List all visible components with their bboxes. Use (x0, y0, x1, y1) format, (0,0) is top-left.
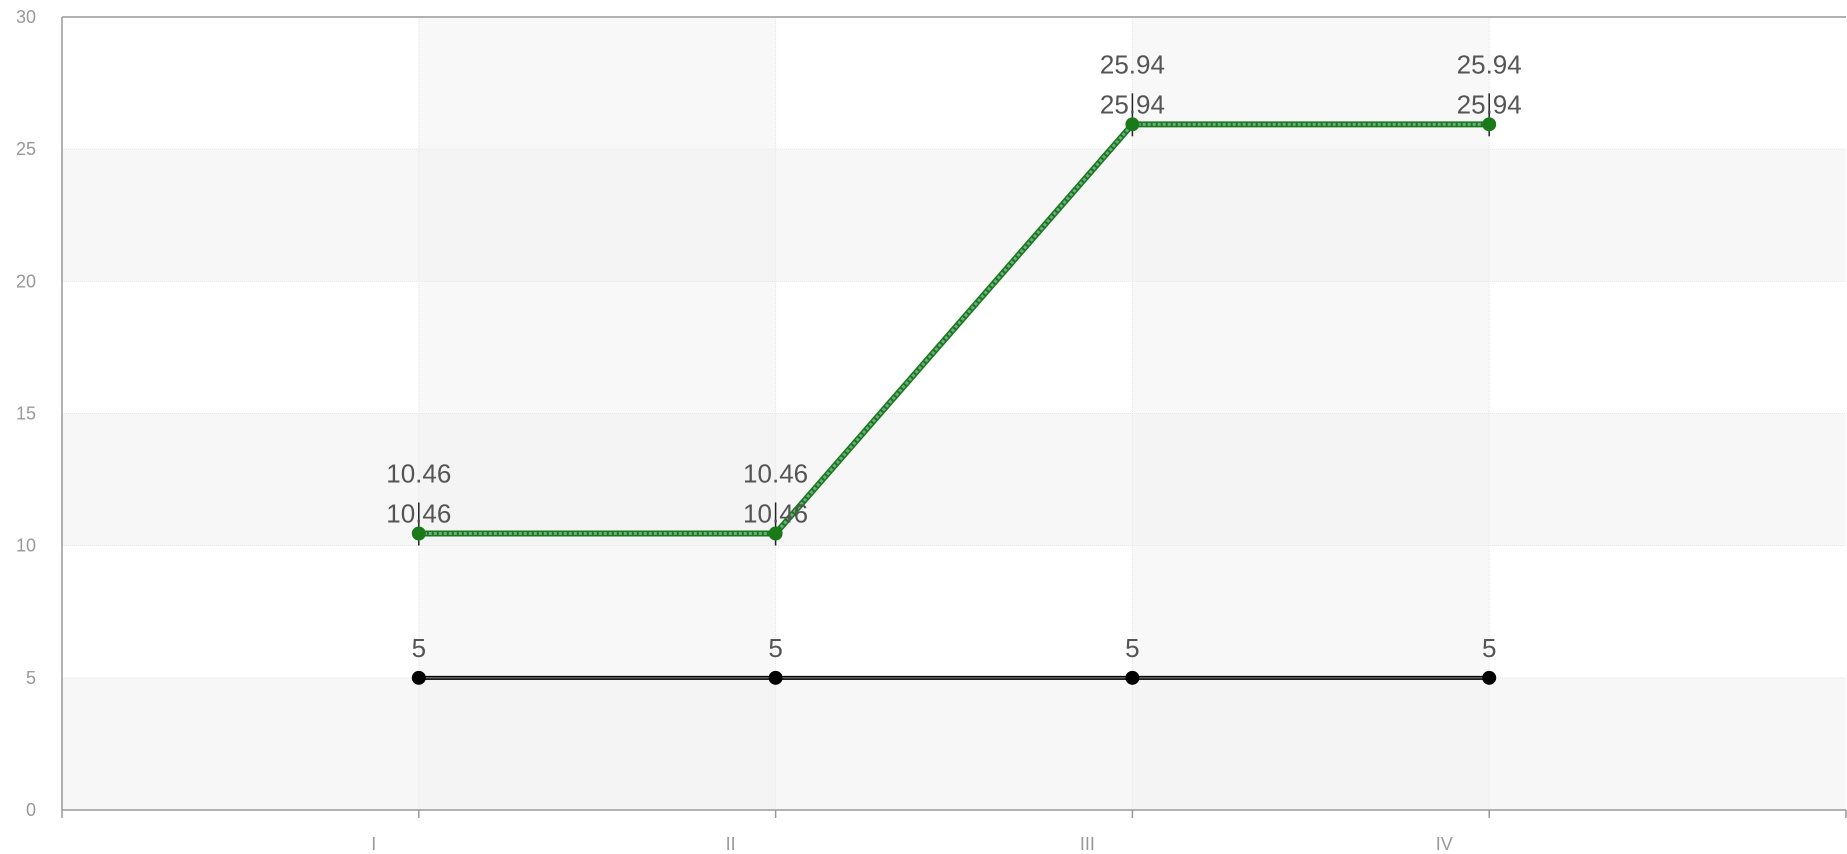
data-point (411, 670, 426, 685)
series-line-outline (418, 121, 1490, 537)
data-point (1482, 117, 1497, 132)
x-tick-label: I (371, 834, 376, 854)
data-point (411, 526, 426, 541)
y-tick-label: 10 (16, 536, 36, 556)
data-label: 10.46 (743, 499, 808, 529)
data-point (768, 526, 783, 541)
data-point (1125, 117, 1140, 132)
data-label: 5 (1482, 633, 1496, 663)
data-label: 5 (768, 633, 782, 663)
y-tick-label: 15 (16, 404, 36, 424)
y-tick-label: 30 (16, 7, 36, 27)
y-band (62, 149, 1846, 282)
data-point (1482, 670, 1497, 685)
data-label: 10.46 (743, 459, 808, 489)
data-label: 10.46 (386, 499, 451, 529)
x-tick-label: III (1080, 834, 1095, 854)
data-point (768, 670, 783, 685)
data-label: 25.94 (1457, 89, 1522, 119)
y-tick-label: 25 (16, 139, 36, 159)
y-tick-label: 5 (26, 668, 36, 688)
data-label: 25.94 (1100, 49, 1165, 79)
data-labels: 5 5 5 5 10.46 10.46 10.46 10.46 25.94 25.94 25.94 2… (386, 49, 1521, 663)
y-tick-label: 20 (16, 271, 36, 291)
data-label: 10.46 (386, 459, 451, 489)
x-tick-label: II (726, 834, 736, 854)
y-band (62, 413, 1846, 546)
data-label: 25.94 (1100, 89, 1165, 119)
data-point (1125, 670, 1140, 685)
y-band (62, 677, 1846, 810)
y-tick-label: 0 (26, 800, 36, 820)
series-layer (411, 93, 1497, 685)
data-label: 5 (1125, 633, 1139, 663)
data-label: 5 (412, 633, 426, 663)
x-tick-label: IV (1436, 834, 1453, 854)
data-label: 25.94 (1457, 49, 1522, 79)
